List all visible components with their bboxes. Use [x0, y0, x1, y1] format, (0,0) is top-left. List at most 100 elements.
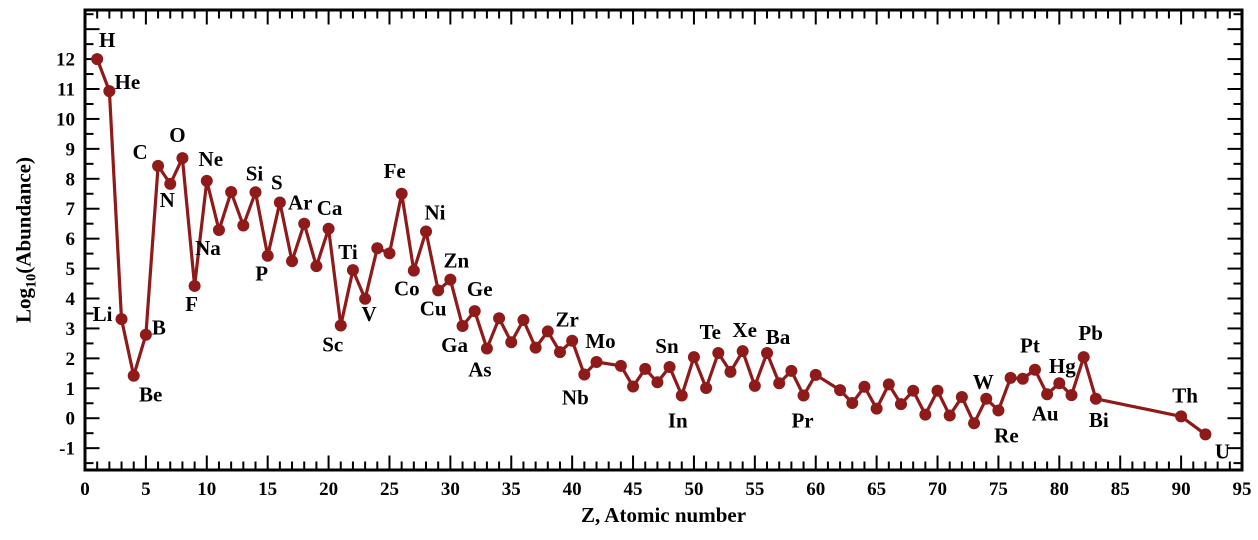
data-point-Tb	[870, 402, 883, 415]
x-tick-label: 25	[380, 479, 399, 500]
data-point-O	[176, 152, 189, 165]
y-tick-label: 10	[56, 109, 75, 130]
element-label-P: P	[255, 262, 268, 286]
data-point-He	[103, 85, 116, 98]
x-tick-label: 90	[1172, 479, 1191, 500]
x-tick-label: 70	[928, 479, 947, 500]
data-point-Mg	[225, 185, 238, 198]
element-label-Pb: Pb	[1078, 321, 1103, 345]
data-point-Br	[505, 336, 518, 349]
data-point-Sn	[687, 351, 700, 364]
element-label-Nb: Nb	[562, 386, 589, 410]
element-label-Si: Si	[246, 161, 264, 185]
data-point-U	[1199, 428, 1212, 441]
data-point-La	[773, 377, 786, 390]
abundance-line	[95, 57, 1208, 436]
element-label-Co: Co	[394, 277, 420, 301]
x-tick-label: 55	[745, 479, 764, 500]
y-axis-title-prefix: Log	[11, 287, 36, 323]
data-point-Zr	[566, 334, 579, 347]
element-label-H: H	[99, 28, 115, 52]
data-point-Ir	[1016, 372, 1029, 385]
y-tick-label: 8	[66, 169, 76, 190]
y-tick-label: 4	[66, 289, 76, 310]
data-point-Rh	[627, 380, 640, 393]
element-label-Zn: Zn	[444, 249, 470, 273]
x-axis-title: Z, Atomic number	[580, 503, 747, 527]
y-axis-title: Log10(Abundance)	[11, 157, 40, 323]
data-point-P	[261, 249, 274, 262]
data-point-Er	[907, 384, 920, 397]
element-label-Ar: Ar	[288, 191, 313, 215]
element-label-Ni: Ni	[425, 200, 446, 224]
data-point-I	[724, 365, 737, 378]
element-label-He: He	[115, 70, 141, 94]
data-point-Ni	[420, 225, 433, 238]
element-label-Au: Au	[1032, 401, 1059, 425]
data-point-Os	[1004, 371, 1017, 384]
element-label-Cu: Cu	[420, 296, 447, 320]
element-label-Sn: Sn	[655, 334, 679, 358]
data-point-Hg	[1053, 377, 1066, 390]
element-label-In: In	[668, 408, 688, 432]
data-point-Bi	[1089, 392, 1102, 405]
data-point-Pt	[1028, 363, 1041, 376]
x-tick-label: 5	[141, 479, 151, 500]
element-label-Li: Li	[93, 302, 113, 326]
data-point-Ta	[968, 417, 981, 430]
y-tick-label: 1	[66, 379, 76, 400]
element-label-Mo: Mo	[585, 329, 615, 353]
y-axis-title-subscript: 10	[23, 273, 40, 288]
data-point-Cl	[286, 255, 299, 268]
element-label-Ba: Ba	[766, 325, 791, 349]
element-label-Xe: Xe	[732, 318, 757, 342]
data-point-Cs	[748, 379, 761, 392]
y-tick-label: 12	[56, 50, 75, 71]
data-point-F	[188, 279, 201, 292]
element-label-Te: Te	[700, 320, 721, 344]
data-point-Ca	[322, 222, 335, 235]
y-tick-label: 7	[66, 199, 76, 220]
x-tick-label: 60	[806, 479, 825, 500]
element-label-C: C	[132, 140, 147, 164]
y-axis-title-suffix: (Abundance)	[11, 157, 36, 274]
element-label-Hg: Hg	[1049, 354, 1076, 378]
x-tick-label: 95	[1233, 479, 1252, 500]
data-point-Pd	[639, 362, 652, 375]
element-label-Ca: Ca	[317, 196, 343, 220]
data-point-Te	[712, 346, 725, 359]
data-point-Pb	[1077, 351, 1090, 364]
element-label-Pt: Pt	[1020, 334, 1040, 358]
x-tick-label: 20	[319, 479, 338, 500]
x-tick-label: 80	[1050, 479, 1069, 500]
y-tick-label: 2	[66, 349, 76, 370]
data-point-Ru	[614, 359, 627, 372]
element-label-Zr: Zr	[555, 308, 578, 332]
data-point-Hf	[955, 390, 968, 403]
data-point-Tl	[1065, 389, 1078, 402]
data-point-Fe	[395, 187, 408, 200]
data-point-Zn	[444, 273, 457, 286]
data-point-Ag	[651, 376, 664, 389]
data-point-Sc	[334, 319, 347, 332]
data-point-Li	[115, 313, 128, 326]
data-point-B	[139, 328, 152, 341]
data-point-V	[359, 292, 372, 305]
data-point-Eu	[846, 396, 859, 409]
y-tick-label: 6	[66, 229, 76, 250]
element-label-As: As	[468, 357, 491, 381]
x-tick-label: 10	[197, 479, 216, 500]
data-point-S	[273, 196, 286, 209]
data-point-Tm	[919, 408, 932, 421]
element-label-N: N	[160, 188, 175, 212]
data-point-Au	[1041, 388, 1054, 401]
element-label-Sc: Sc	[322, 332, 343, 356]
element-label-B: B	[152, 316, 166, 340]
element-label-Be: Be	[139, 383, 162, 407]
element-label-S: S	[271, 170, 283, 194]
data-point-Ba	[761, 346, 774, 359]
x-tick-label: 15	[258, 479, 277, 500]
data-point-Nb	[578, 368, 591, 381]
